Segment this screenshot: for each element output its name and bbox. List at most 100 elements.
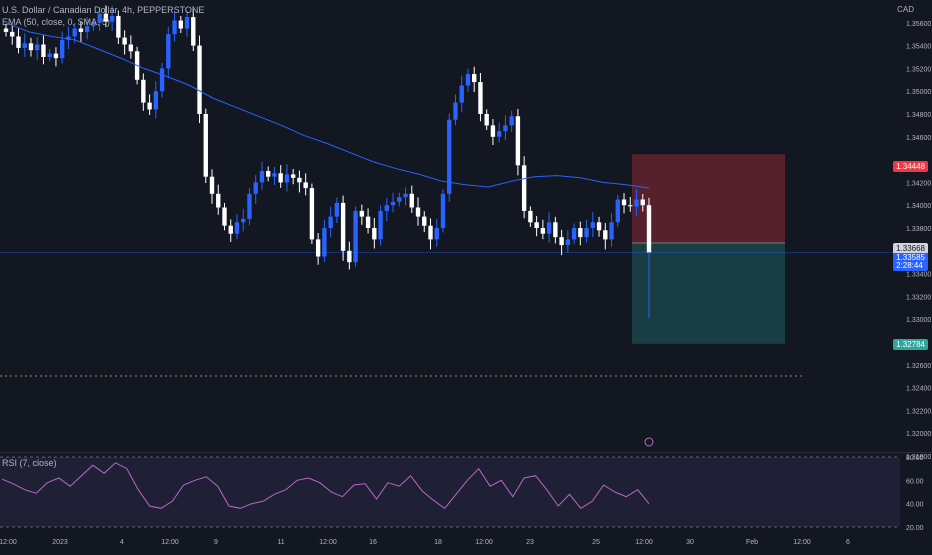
candle [472, 74, 477, 83]
candle [147, 102, 152, 110]
candle [78, 28, 84, 32]
candle [259, 171, 265, 183]
time-tick-label: 12:00 [793, 539, 811, 546]
candle [571, 228, 577, 240]
time-tick-label: 16 [369, 539, 377, 546]
candle [159, 68, 165, 92]
candle [465, 74, 471, 86]
candle [41, 44, 46, 57]
candle [478, 82, 483, 114]
candle [278, 173, 283, 183]
candle [628, 205, 633, 207]
time-tick-label: 12:00 [475, 539, 493, 546]
time-tick-label: 18 [434, 539, 442, 546]
price-tick-label: 1.32200 [906, 408, 931, 415]
candle [222, 207, 227, 226]
candle [503, 125, 508, 132]
candle [340, 202, 346, 251]
candle [509, 116, 514, 126]
price-tick-label: 1.34200 [906, 180, 931, 187]
candle [397, 197, 402, 202]
candle [184, 17, 190, 29]
candle [390, 201, 396, 206]
candle [353, 210, 358, 263]
candle [646, 205, 652, 253]
candle [247, 193, 252, 219]
candle [578, 228, 583, 238]
time-tick-label: 12:00 [635, 539, 653, 546]
candle [97, 13, 102, 23]
candle [640, 199, 645, 206]
candle [284, 174, 290, 183]
candle [166, 34, 171, 69]
candle [403, 193, 408, 198]
candle [378, 210, 383, 240]
candle [128, 44, 134, 52]
candle [10, 31, 15, 37]
candle [228, 225, 233, 234]
price-tick-label: 1.32600 [906, 363, 931, 370]
candle [122, 37, 127, 45]
candle [109, 15, 115, 22]
candle [415, 207, 421, 217]
candle [59, 39, 65, 59]
price-tick-label: 1.33800 [906, 226, 931, 233]
candle [241, 218, 246, 223]
candle [53, 53, 59, 59]
candle [453, 102, 458, 120]
candle [272, 173, 277, 177]
price-tick-label: 1.32400 [906, 386, 931, 393]
candle [334, 202, 340, 217]
candle [309, 188, 315, 240]
candle [609, 222, 614, 240]
candle [409, 193, 414, 208]
ema-line [5, 22, 650, 189]
price-tick-label: 1.35400 [906, 44, 931, 51]
candle [72, 28, 77, 37]
time-tick-label: Feb [746, 539, 758, 546]
time-tick-label: 9 [214, 539, 218, 546]
candle [634, 199, 639, 207]
event-marker-icon [644, 437, 654, 447]
candle [216, 193, 221, 208]
price-tick-label: 1.34600 [906, 135, 931, 142]
bar-countdown: 2:28:44 [896, 261, 923, 270]
candle [484, 114, 489, 126]
candle [621, 199, 627, 206]
ema-legend[interactable]: EMA (50, close, 0, SMA, 5) [2, 17, 111, 27]
time-tick-label: 12:00 [319, 539, 337, 546]
symbol-legend[interactable]: U.S. Dollar / Canadian Dollar, 4h, PEPPE… [2, 5, 205, 15]
time-tick-label: 11 [277, 539, 284, 546]
candle [559, 237, 564, 246]
candle [428, 225, 433, 240]
candle [540, 228, 546, 234]
current-price-value: 1.33585 [896, 253, 925, 262]
candle [22, 43, 27, 48]
candle [546, 222, 552, 234]
candle [303, 182, 308, 189]
time-tick-label: 12:00 [161, 539, 179, 546]
take-profit-zone [632, 243, 785, 344]
entry-price-tag: 1.33668 [893, 243, 928, 254]
candle [3, 28, 9, 32]
candle [565, 239, 571, 246]
candle [584, 228, 589, 238]
candle [16, 36, 21, 48]
candle [191, 17, 196, 46]
time-tick-label: 25 [592, 539, 600, 546]
candle [365, 216, 371, 228]
candle [534, 222, 539, 228]
price-tick-label: 1.32000 [906, 431, 931, 438]
candle [172, 20, 177, 35]
candle [197, 45, 202, 114]
candle [603, 230, 608, 240]
candle [553, 222, 558, 238]
rsi-tick-label: 20.00 [906, 525, 924, 532]
price-tick-label: 1.33000 [906, 317, 931, 324]
candle [209, 176, 215, 194]
candle [28, 43, 34, 51]
rsi-legend[interactable]: RSI (7, close) [2, 458, 57, 468]
candle [103, 13, 109, 22]
